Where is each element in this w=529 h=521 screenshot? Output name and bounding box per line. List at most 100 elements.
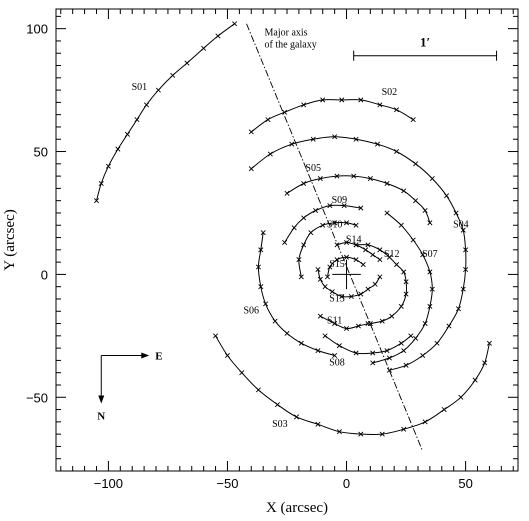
arm-s09-point	[282, 239, 288, 245]
arm-s04-point	[332, 134, 338, 140]
arm-s05-point	[422, 207, 428, 214]
arm-s15-point	[334, 257, 340, 263]
arm-s04-point	[403, 362, 409, 368]
arm-s15-point	[360, 262, 366, 268]
major-axis-line	[246, 23, 424, 452]
arm-s02-point	[248, 129, 254, 135]
arm-s10-point	[353, 222, 359, 228]
arm-s04-point	[310, 136, 316, 142]
arm-s13-point	[317, 276, 323, 282]
arm-s06-point	[260, 230, 266, 236]
major-axis-label-line1: Major axis	[265, 28, 308, 39]
arm-s09-point	[327, 203, 333, 209]
arm-s03-point	[472, 377, 478, 383]
arm-s03-point	[239, 370, 245, 376]
spiral-arms: S01 S02 S03 S04 S05 S06 S07 S08 S09 S10 S11 S12 S13 S…	[93, 21, 492, 437]
arm-s03-point	[358, 431, 364, 437]
arm-s06-point	[315, 348, 321, 354]
arm-s04-point	[420, 352, 426, 359]
arm-s11-point	[355, 323, 361, 329]
arm-s15: S15	[324, 254, 366, 280]
arm-s14-point	[344, 239, 350, 245]
arm-s01-point	[155, 87, 161, 93]
arm-s13: S13	[315, 266, 383, 304]
arm-s04-point	[444, 193, 450, 199]
arm-s05-point	[317, 176, 323, 182]
arm-s15-label: S15	[329, 259, 345, 270]
arm-s08: S08	[322, 333, 414, 368]
arm-s06-curve	[257, 232, 335, 356]
arm-s09-point	[291, 225, 297, 231]
arm-s08-point	[336, 343, 342, 349]
arm-s03-point	[441, 407, 447, 413]
arm-s12-point	[394, 262, 400, 268]
arm-s06-point	[263, 301, 269, 307]
arm-s03-point	[274, 402, 280, 408]
arm-s14-point	[363, 247, 369, 253]
arm-s07-point	[410, 237, 416, 243]
plot-frame	[55, 8, 519, 472]
arm-s15-point	[353, 257, 359, 263]
arm-s07-point	[413, 335, 419, 341]
arm-s10-point	[296, 257, 302, 263]
arm-s01-point	[105, 163, 111, 169]
arm-s06-point	[255, 264, 261, 270]
scale-bar-label: 1′	[420, 35, 430, 50]
arm-s12-point	[401, 269, 407, 275]
arm-s11-label: S11	[327, 316, 342, 327]
arm-s02-label: S02	[382, 87, 398, 98]
arm-s04-point	[463, 266, 469, 273]
arm-s09-point	[341, 203, 347, 209]
arm-s02-point	[410, 117, 416, 123]
arm-s01-point	[232, 21, 238, 27]
arm-s13-label: S13	[329, 293, 345, 304]
arm-s04-point	[394, 149, 400, 155]
arm-s05: S05	[284, 163, 433, 226]
arm-s10-label: S10	[327, 220, 343, 231]
arm-s15-point	[344, 254, 350, 260]
arm-s03-point	[486, 340, 492, 346]
arm-s03-point	[315, 421, 321, 427]
arm-s07-point	[427, 269, 433, 275]
y-tick-label: 50	[34, 145, 48, 160]
arm-s07-curve	[372, 212, 433, 364]
arm-s01-point	[98, 180, 104, 186]
arm-s07-point	[401, 348, 407, 354]
x-tick-label: 50	[458, 476, 472, 491]
y-tick-label: −50	[26, 390, 48, 405]
arm-s14-label: S14	[346, 234, 362, 245]
arm-s07-point	[398, 222, 404, 228]
arm-s05-point	[401, 188, 407, 194]
arm-s09-point	[301, 215, 307, 221]
arm-s02-curve	[250, 99, 414, 133]
arm-s02: S02	[248, 87, 416, 135]
arm-s14-point	[334, 242, 340, 248]
arm-s12-point	[398, 303, 404, 309]
arm-s08-label: S08	[329, 357, 345, 368]
arm-s05-point	[301, 180, 307, 186]
arm-s04-point	[455, 306, 461, 312]
arm-s13-point	[339, 294, 345, 300]
arm-s06: S06	[243, 230, 338, 359]
arm-s11-point	[344, 325, 350, 331]
arm-s01-label: S01	[132, 82, 148, 93]
arm-s02-point	[282, 109, 288, 115]
compass-north-label: N	[97, 411, 105, 423]
x-tick-label: 0	[343, 476, 350, 491]
arm-s07-point	[429, 286, 435, 292]
arm-s10-point	[344, 220, 350, 226]
arm-s13-point	[315, 266, 321, 273]
arm-s13-point	[377, 274, 383, 280]
arm-s01-curve	[96, 23, 235, 201]
arm-s08-point	[398, 340, 404, 346]
arm-s12-point	[367, 321, 373, 327]
arm-s03-point	[336, 429, 342, 435]
arm-s06-point	[258, 284, 264, 290]
major-axis-label-line2: of the galaxy	[265, 40, 317, 51]
arm-s09-point	[313, 207, 319, 214]
arm-s01-point	[115, 146, 121, 152]
arm-s02-point	[394, 107, 400, 113]
arm-s06-point	[332, 352, 338, 359]
